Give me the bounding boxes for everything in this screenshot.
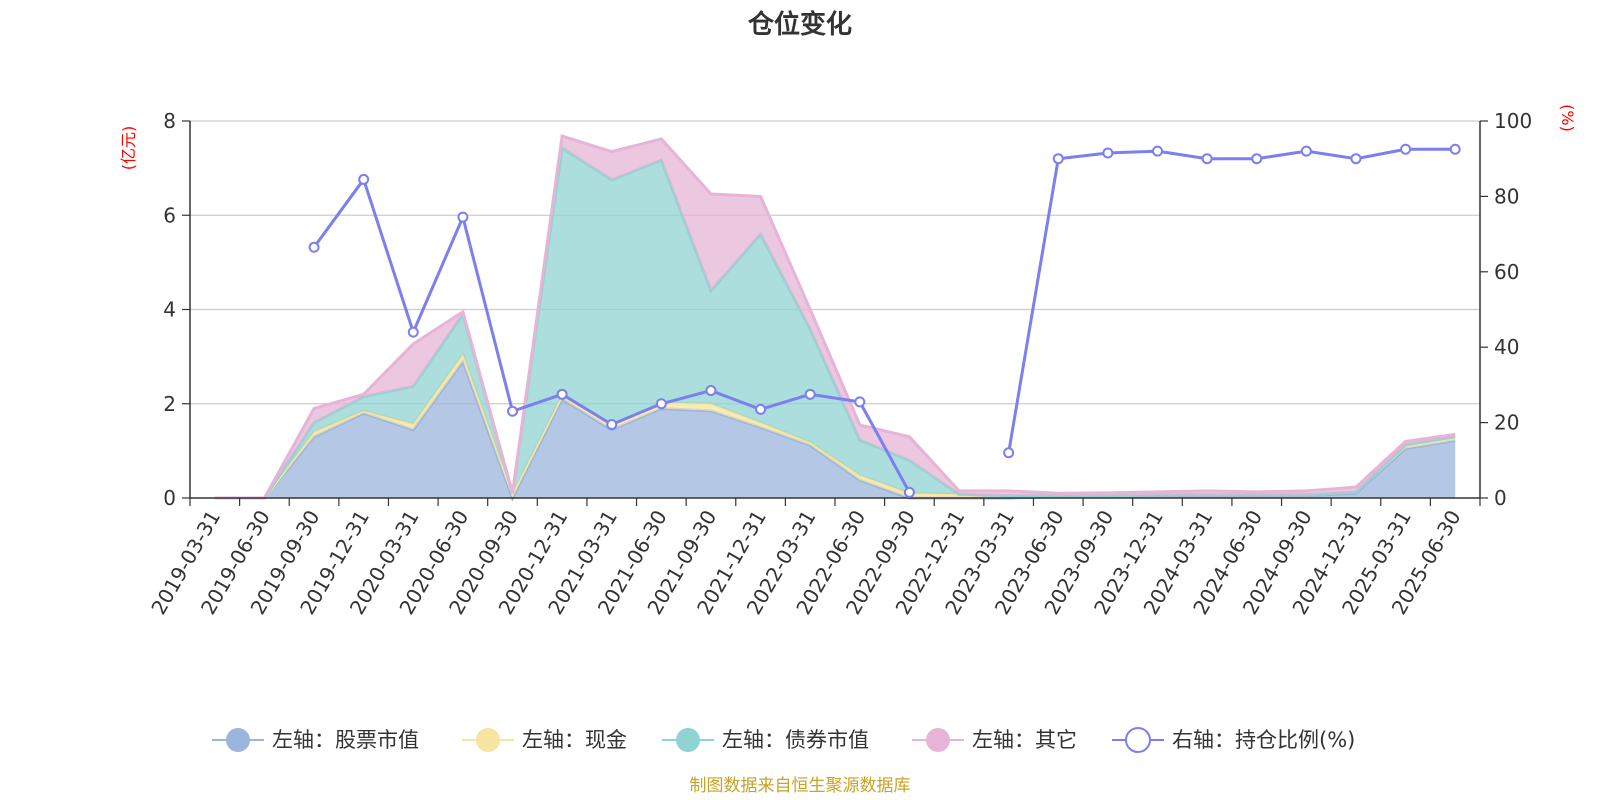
ratio-point: [1003, 447, 1015, 459]
grid-lines: [190, 120, 1480, 405]
area-edge-series-3: [214, 134, 1456, 500]
ratio-point: [308, 241, 320, 253]
ratio-point: [1201, 153, 1213, 165]
ratio-point: [1251, 153, 1263, 165]
ratio-point: [1102, 147, 1114, 159]
ratio-line: [308, 143, 1461, 498]
legend-marker-icon: [476, 728, 500, 752]
right-axis-tick-label: 60: [1494, 260, 1519, 284]
axes: 024680204060801002019-03-312019-06-30201…: [146, 109, 1532, 619]
left-axis-tick-label: 8: [163, 109, 176, 133]
legend-label: 右轴：持仓比例(%): [1172, 728, 1355, 752]
right-axis-unit-label: (%): [1558, 104, 1577, 132]
ratio-point: [854, 396, 866, 408]
left-axis-tick-label: 6: [163, 203, 176, 227]
legend-marker-icon: [226, 728, 250, 752]
right-axis-tick-label: 40: [1494, 335, 1519, 359]
right-axis-tick-label: 20: [1494, 411, 1519, 435]
right-axis-tick-label: 80: [1494, 184, 1519, 208]
legend-marker-icon: [926, 728, 950, 752]
legend-label: 左轴：其它: [972, 728, 1077, 752]
right-axis-tick-label: 100: [1494, 109, 1532, 133]
right-axis-tick-label: 0: [1494, 486, 1507, 510]
ratio-point: [1052, 153, 1064, 165]
left-axis-tick-label: 4: [163, 298, 176, 322]
legend-label: 左轴：债券市值: [722, 728, 869, 752]
ratio-point: [507, 405, 518, 417]
left-axis-tick-label: 0: [163, 486, 176, 510]
ratio-point: [1449, 143, 1461, 155]
area-series-0: [214, 361, 1456, 498]
legend-label: 左轴：现金: [522, 728, 627, 752]
ratio-point: [903, 486, 915, 498]
legend-label: 左轴：股票市值: [272, 728, 419, 752]
legend: 左轴：股票市值 左轴：现金 左轴：债券市值 左轴：其它 右轴：持仓比例(%): [212, 727, 1355, 753]
legend-item: 左轴：债券市值: [662, 728, 869, 752]
ratio-point: [606, 418, 618, 430]
legend-item: 左轴：现金: [462, 728, 627, 752]
ratio-point: [804, 388, 816, 400]
legend-item: 右轴：持仓比例(%): [1112, 727, 1355, 753]
ratio-point: [1152, 145, 1163, 157]
ratio-point: [457, 211, 469, 223]
ratio-point: [655, 398, 667, 410]
stacked-areas: [214, 134, 1456, 502]
ratio-point: [407, 326, 419, 338]
legend-marker-icon: [1125, 727, 1151, 753]
ratio-point: [1350, 153, 1362, 165]
ratio-point: [1300, 145, 1312, 157]
legend-marker-icon: [676, 728, 700, 752]
left-axis-unit-label: (亿元): [119, 126, 138, 171]
left-axis-tick-label: 2: [163, 392, 176, 416]
ratio-point: [358, 173, 370, 185]
chart-title: 仓位变化: [747, 9, 852, 40]
legend-item: 左轴：股票市值: [212, 728, 419, 752]
source-note: 制图数据来自恒生聚源数据库: [690, 776, 911, 796]
ratio-point: [705, 385, 717, 397]
ratio-point: [556, 388, 568, 400]
ratio-point: [755, 403, 767, 415]
legend-item: 左轴：其它: [912, 728, 1077, 752]
ratio-line-segment: [1007, 147, 1456, 454]
ratio-point: [1400, 143, 1412, 155]
